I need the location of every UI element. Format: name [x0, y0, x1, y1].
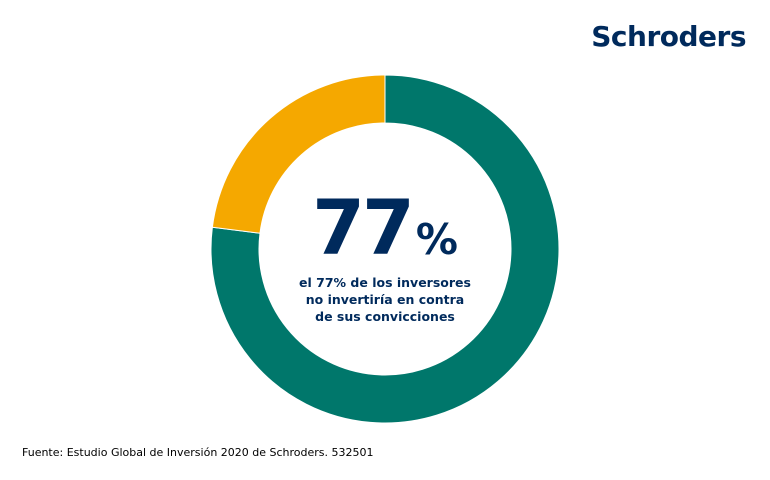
caption-line: de sus convicciones — [315, 309, 455, 324]
big-value: 77 — [312, 183, 415, 272]
center-label: 77% el 77% de los inversores no invertir… — [285, 190, 485, 325]
big-unit: % — [415, 215, 458, 264]
donut-slice-1 — [211, 74, 386, 234]
source-note: Fuente: Estudio Global de Inversión 2020… — [22, 446, 374, 459]
big-percentage: 77% — [285, 190, 485, 278]
center-caption: el 77% de los inversores no invertiría e… — [285, 274, 485, 325]
caption-line: no invertiría en contra — [305, 292, 465, 307]
caption-line: el 77% de los inversores — [299, 275, 471, 290]
donut-slice-0 — [210, 74, 560, 424]
schroders-logo: Schroders — [591, 20, 746, 53]
